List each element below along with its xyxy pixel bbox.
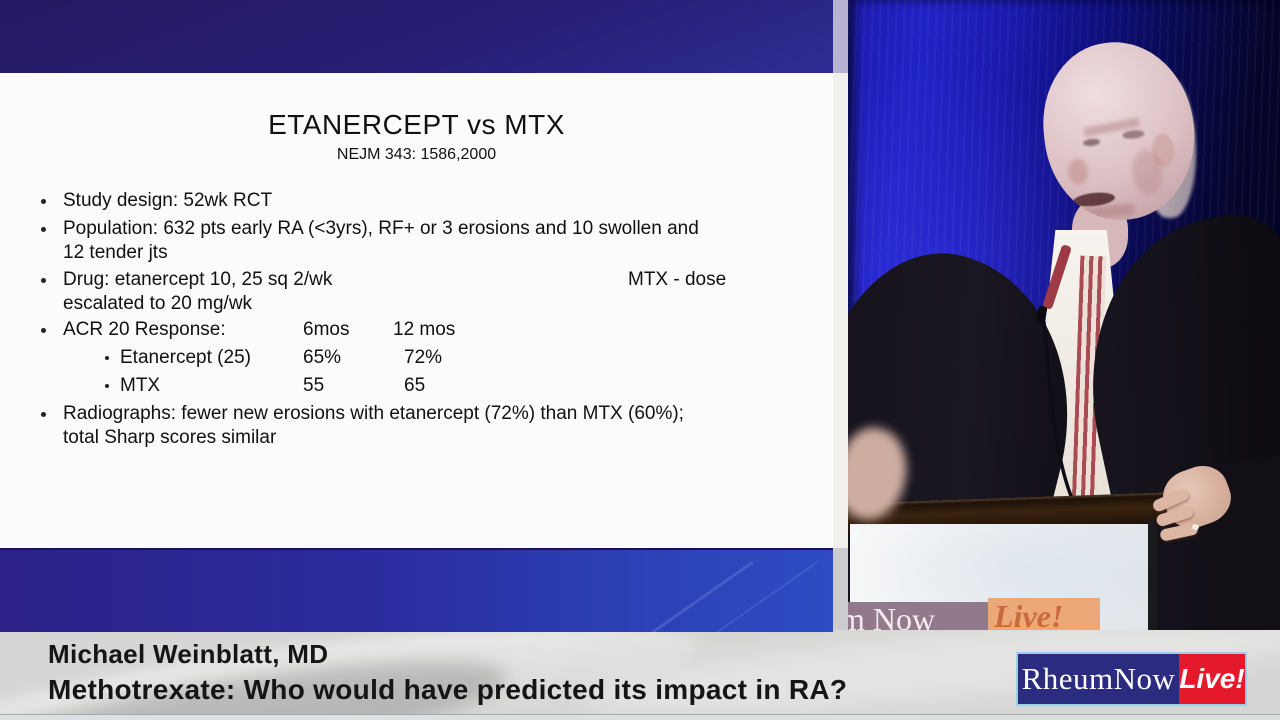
acr-header-row: ACR 20 Response: 6mos 12 mos xyxy=(0,318,833,342)
panel-divider xyxy=(833,0,848,630)
bullet-radiographs: Radiographs: fewer new erosions with eta… xyxy=(0,402,833,426)
podium-logo-right: Live! xyxy=(988,598,1100,630)
slide-top-banner xyxy=(0,0,833,73)
bullet-dot xyxy=(41,199,46,204)
rheumnow-live-logo: RheumNow Live! xyxy=(1016,652,1247,706)
slide-citation: NEJM 343: 1586,2000 xyxy=(336,146,497,163)
acr-row-etanercept: Etanercept (25) 65% 72% xyxy=(0,346,833,370)
bullet-dot xyxy=(41,278,46,283)
bullet-dot xyxy=(41,412,46,417)
bullet-drug-cont: escalated to 20 mg/wk xyxy=(63,293,253,314)
talk-title: Methotrexate: Who would have predicted i… xyxy=(48,674,848,705)
bullet-population-cont: 12 tender jts xyxy=(63,242,168,263)
presentation-slide: ETANERCEPT vs MTX NEJM 343: 1586,2000 St… xyxy=(0,0,833,632)
podium-logo-left: m Now xyxy=(848,602,988,630)
bullet-drug: Drug: etanercept 10, 25 sq 2/wk MTX - do… xyxy=(0,268,833,292)
sub-bullet-dot xyxy=(105,384,109,388)
acr-row-mtx: MTX 55 65 xyxy=(0,374,833,398)
rheumnow-logo-live-badge: Live! xyxy=(1179,654,1245,704)
bullet-dot xyxy=(41,328,46,333)
podium-frame xyxy=(1148,520,1157,630)
caption-bottom-strip xyxy=(0,714,1280,720)
banner-streak xyxy=(693,561,819,632)
divider-bottom-segment xyxy=(833,548,848,630)
divider-top-segment xyxy=(833,0,848,73)
rheumnow-logo-brand: RheumNow xyxy=(1018,654,1179,704)
speaker-ring xyxy=(1192,524,1199,530)
bullet-radiographs-cont: total Sharp scores similar xyxy=(63,427,277,448)
drug-mtx-note: MTX - dose xyxy=(628,269,727,290)
lower-third-caption: Michael Weinblatt, MD Methotrexate: Who … xyxy=(0,630,1280,720)
speaker-video: m Now Live! xyxy=(848,0,1280,630)
speaker-name: Michael Weinblatt, MD xyxy=(48,639,329,669)
slide-bottom-banner xyxy=(0,548,833,632)
acr-col-12mos: 12 mos xyxy=(393,319,456,340)
bullet-dot xyxy=(41,227,46,232)
slide-content: ETANERCEPT vs MTX NEJM 343: 1586,2000 St… xyxy=(0,73,833,548)
acr-col-6mos: 6mos xyxy=(303,319,350,340)
banner-streak xyxy=(629,560,754,632)
bullet-population: Population: 632 pts early RA (<3yrs), RF… xyxy=(0,217,833,241)
slide-title: ETANERCEPT vs MTX xyxy=(268,109,565,140)
sub-bullet-dot xyxy=(105,356,109,360)
bullet-study-design: Study design: 52wk RCT xyxy=(0,189,833,213)
